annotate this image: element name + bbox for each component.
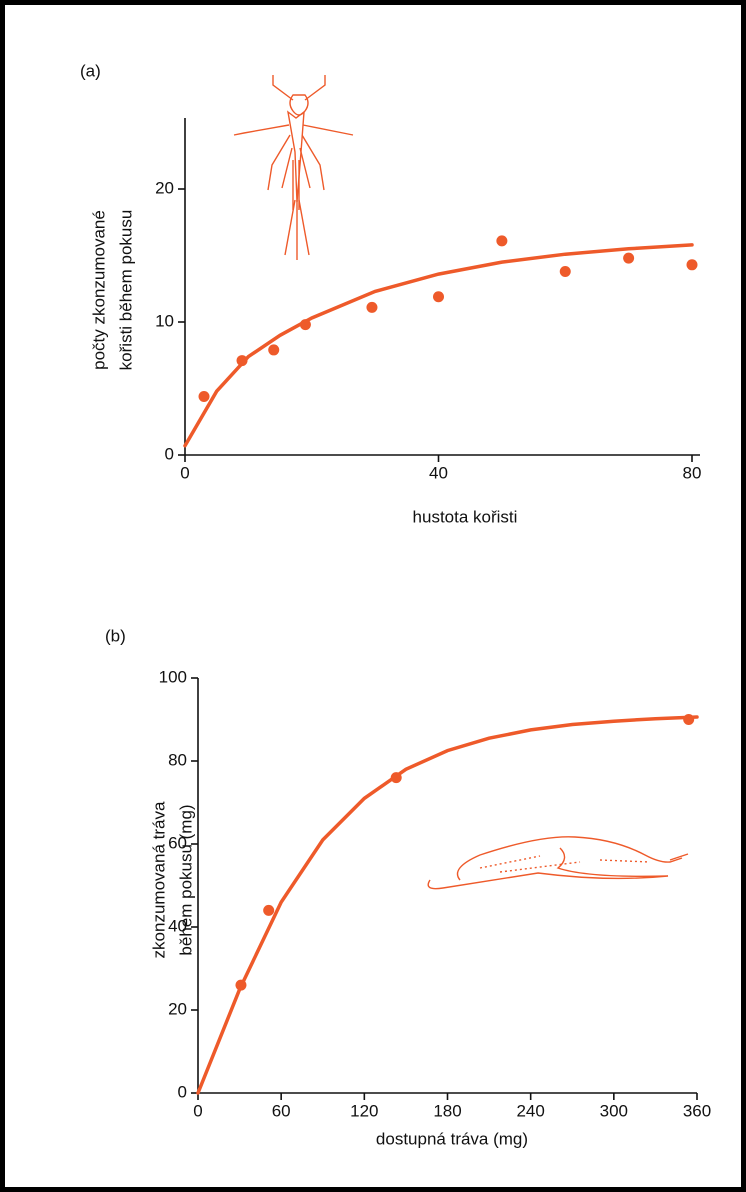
y-tick-label: 60 [168, 833, 187, 852]
data-point [686, 259, 698, 271]
panel-label: (b) [105, 626, 126, 645]
y-axis-label: během pokusu (mg) [176, 804, 195, 955]
panel-label: (a) [80, 61, 101, 80]
y-tick-label: 0 [178, 1082, 187, 1101]
data-point [299, 319, 311, 331]
y-tick-label: 40 [168, 916, 187, 935]
y-tick-label: 20 [155, 178, 174, 197]
data-point [390, 772, 402, 784]
data-point [623, 252, 635, 264]
y-tick-label: 0 [165, 444, 174, 463]
x-tick-label: 80 [683, 463, 702, 482]
x-tick-label: 60 [272, 1101, 291, 1120]
larva-illustration [233, 75, 354, 260]
fit-curve [196, 715, 699, 1095]
y-axis-label: zkonzumovaná tráva [149, 801, 168, 958]
x-tick-label: 40 [429, 463, 448, 482]
data-point [268, 344, 280, 356]
y-tick-label: 80 [168, 750, 187, 769]
fit-curve [183, 243, 694, 448]
data-point [559, 265, 571, 277]
y-axis-label: počty zkonzumované [89, 210, 108, 370]
x-axis-label: hustota kořisti [413, 507, 518, 526]
x-tick-label: 0 [180, 463, 189, 482]
data-point [263, 904, 275, 916]
data-point [496, 235, 508, 247]
x-tick-label: 240 [516, 1101, 544, 1120]
data-point [235, 979, 247, 991]
data-point [366, 301, 378, 313]
data-point [433, 291, 444, 303]
y-tick-label: 10 [155, 311, 174, 330]
data-point [236, 355, 248, 367]
plots: (a) 0 10 20 0 40 80 hustota kořisti počty zkonzu… [80, 61, 711, 1148]
data-point [198, 390, 210, 402]
x-axis-label: dostupná tráva (mg) [376, 1129, 528, 1148]
y-axis-label: kořisti během pokusu [116, 210, 135, 371]
x-tick-label: 120 [350, 1101, 378, 1120]
x-tick-label: 0 [193, 1101, 202, 1120]
slug-illustration [427, 836, 689, 890]
data-point [683, 714, 695, 725]
y-tick-label: 20 [168, 999, 187, 1018]
x-tick-label: 300 [600, 1101, 628, 1120]
x-tick-label: 360 [683, 1101, 711, 1120]
y-tick-label: 100 [159, 667, 187, 686]
x-tick-label: 180 [433, 1101, 461, 1120]
